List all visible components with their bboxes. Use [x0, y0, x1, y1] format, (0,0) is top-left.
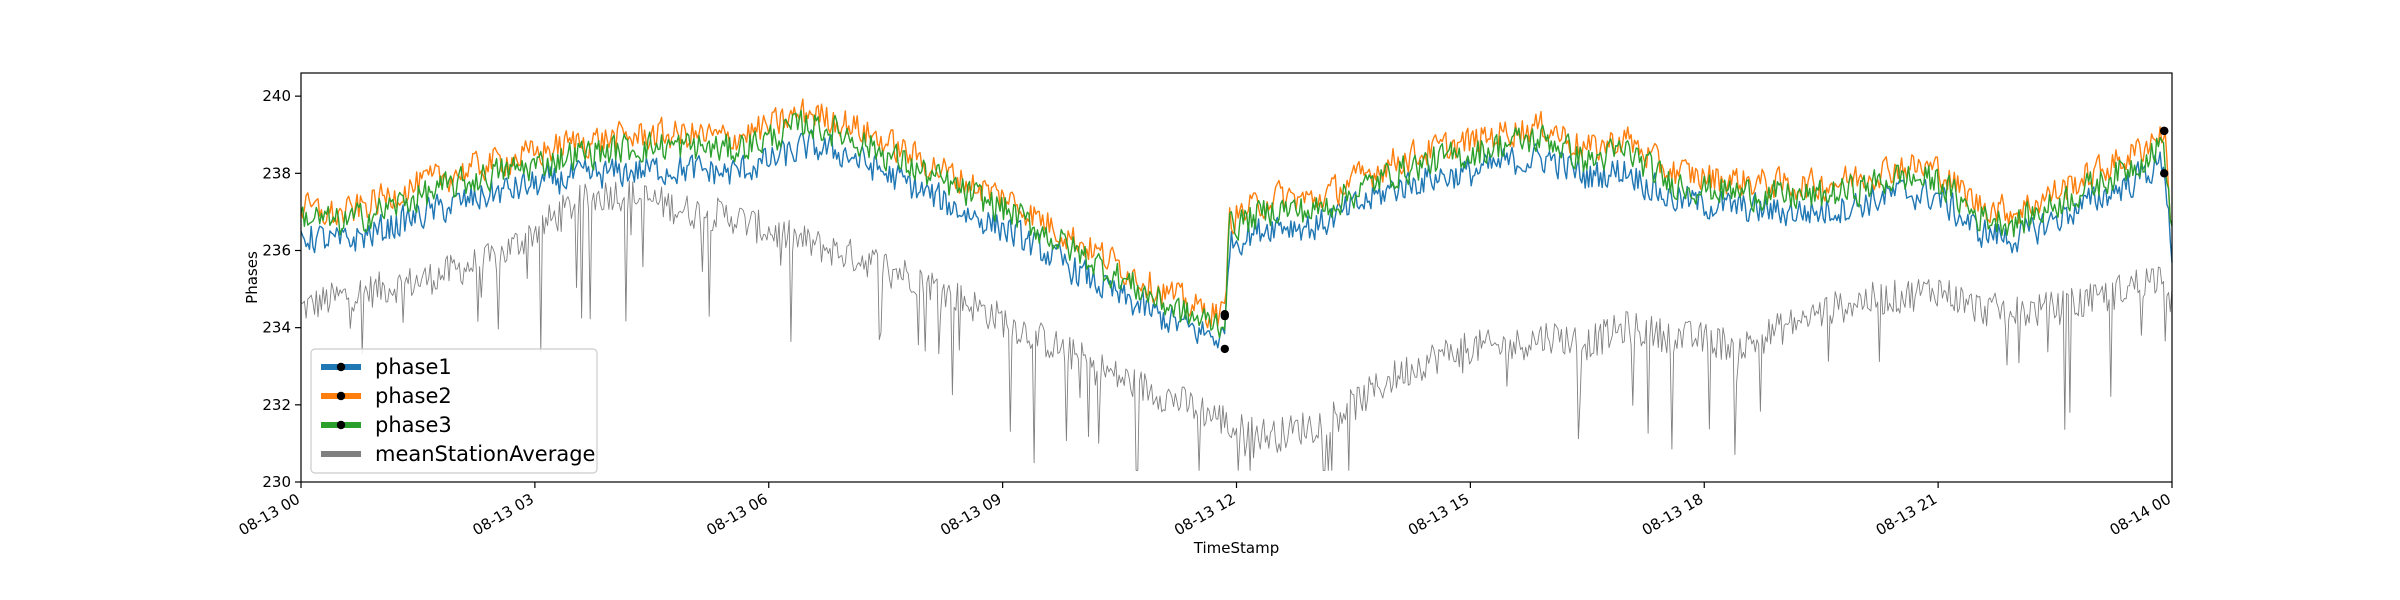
marker-phase3-gap	[1220, 310, 1230, 319]
legend-label-meanStationAverage: meanStationAverage	[375, 442, 595, 466]
y-tick-label: 230	[262, 473, 291, 491]
legend-label-phase2: phase2	[375, 384, 452, 408]
series-line-meanStationAverage	[300, 180, 2173, 471]
legend-label-phase3: phase3	[375, 413, 452, 437]
x-axis-label: TimeStamp	[1193, 539, 1279, 557]
end-markers	[1220, 126, 2169, 354]
series-layer	[300, 98, 2173, 471]
y-tick-label: 234	[262, 319, 291, 337]
legend: phase1 phase2 phase3 meanStationAverage	[310, 348, 598, 474]
y-axis-label: Phases	[243, 251, 261, 304]
y-tick-label: 238	[262, 164, 291, 182]
marker-phase1-gap	[1220, 344, 1230, 354]
legend-marker-phase3	[336, 420, 346, 430]
series-line-phase2	[300, 98, 2173, 329]
y-tick-label: 240	[262, 87, 291, 105]
marker-phase3-end	[2160, 126, 2169, 136]
marker-phase1-end	[2160, 169, 2169, 178]
y-tick-label: 232	[262, 396, 291, 414]
y-tick-label: 236	[262, 241, 291, 259]
plot-area	[301, 73, 2172, 482]
legend-marker-phase2	[336, 391, 346, 401]
legend-marker-phase1	[336, 362, 346, 372]
series-line-phase1	[300, 129, 2173, 349]
legend-label-phase1: phase1	[375, 355, 452, 379]
legend-box	[310, 348, 598, 474]
series-line-phase3	[300, 109, 2173, 339]
y-axis: 230 232 234 236 238 240	[262, 87, 301, 491]
